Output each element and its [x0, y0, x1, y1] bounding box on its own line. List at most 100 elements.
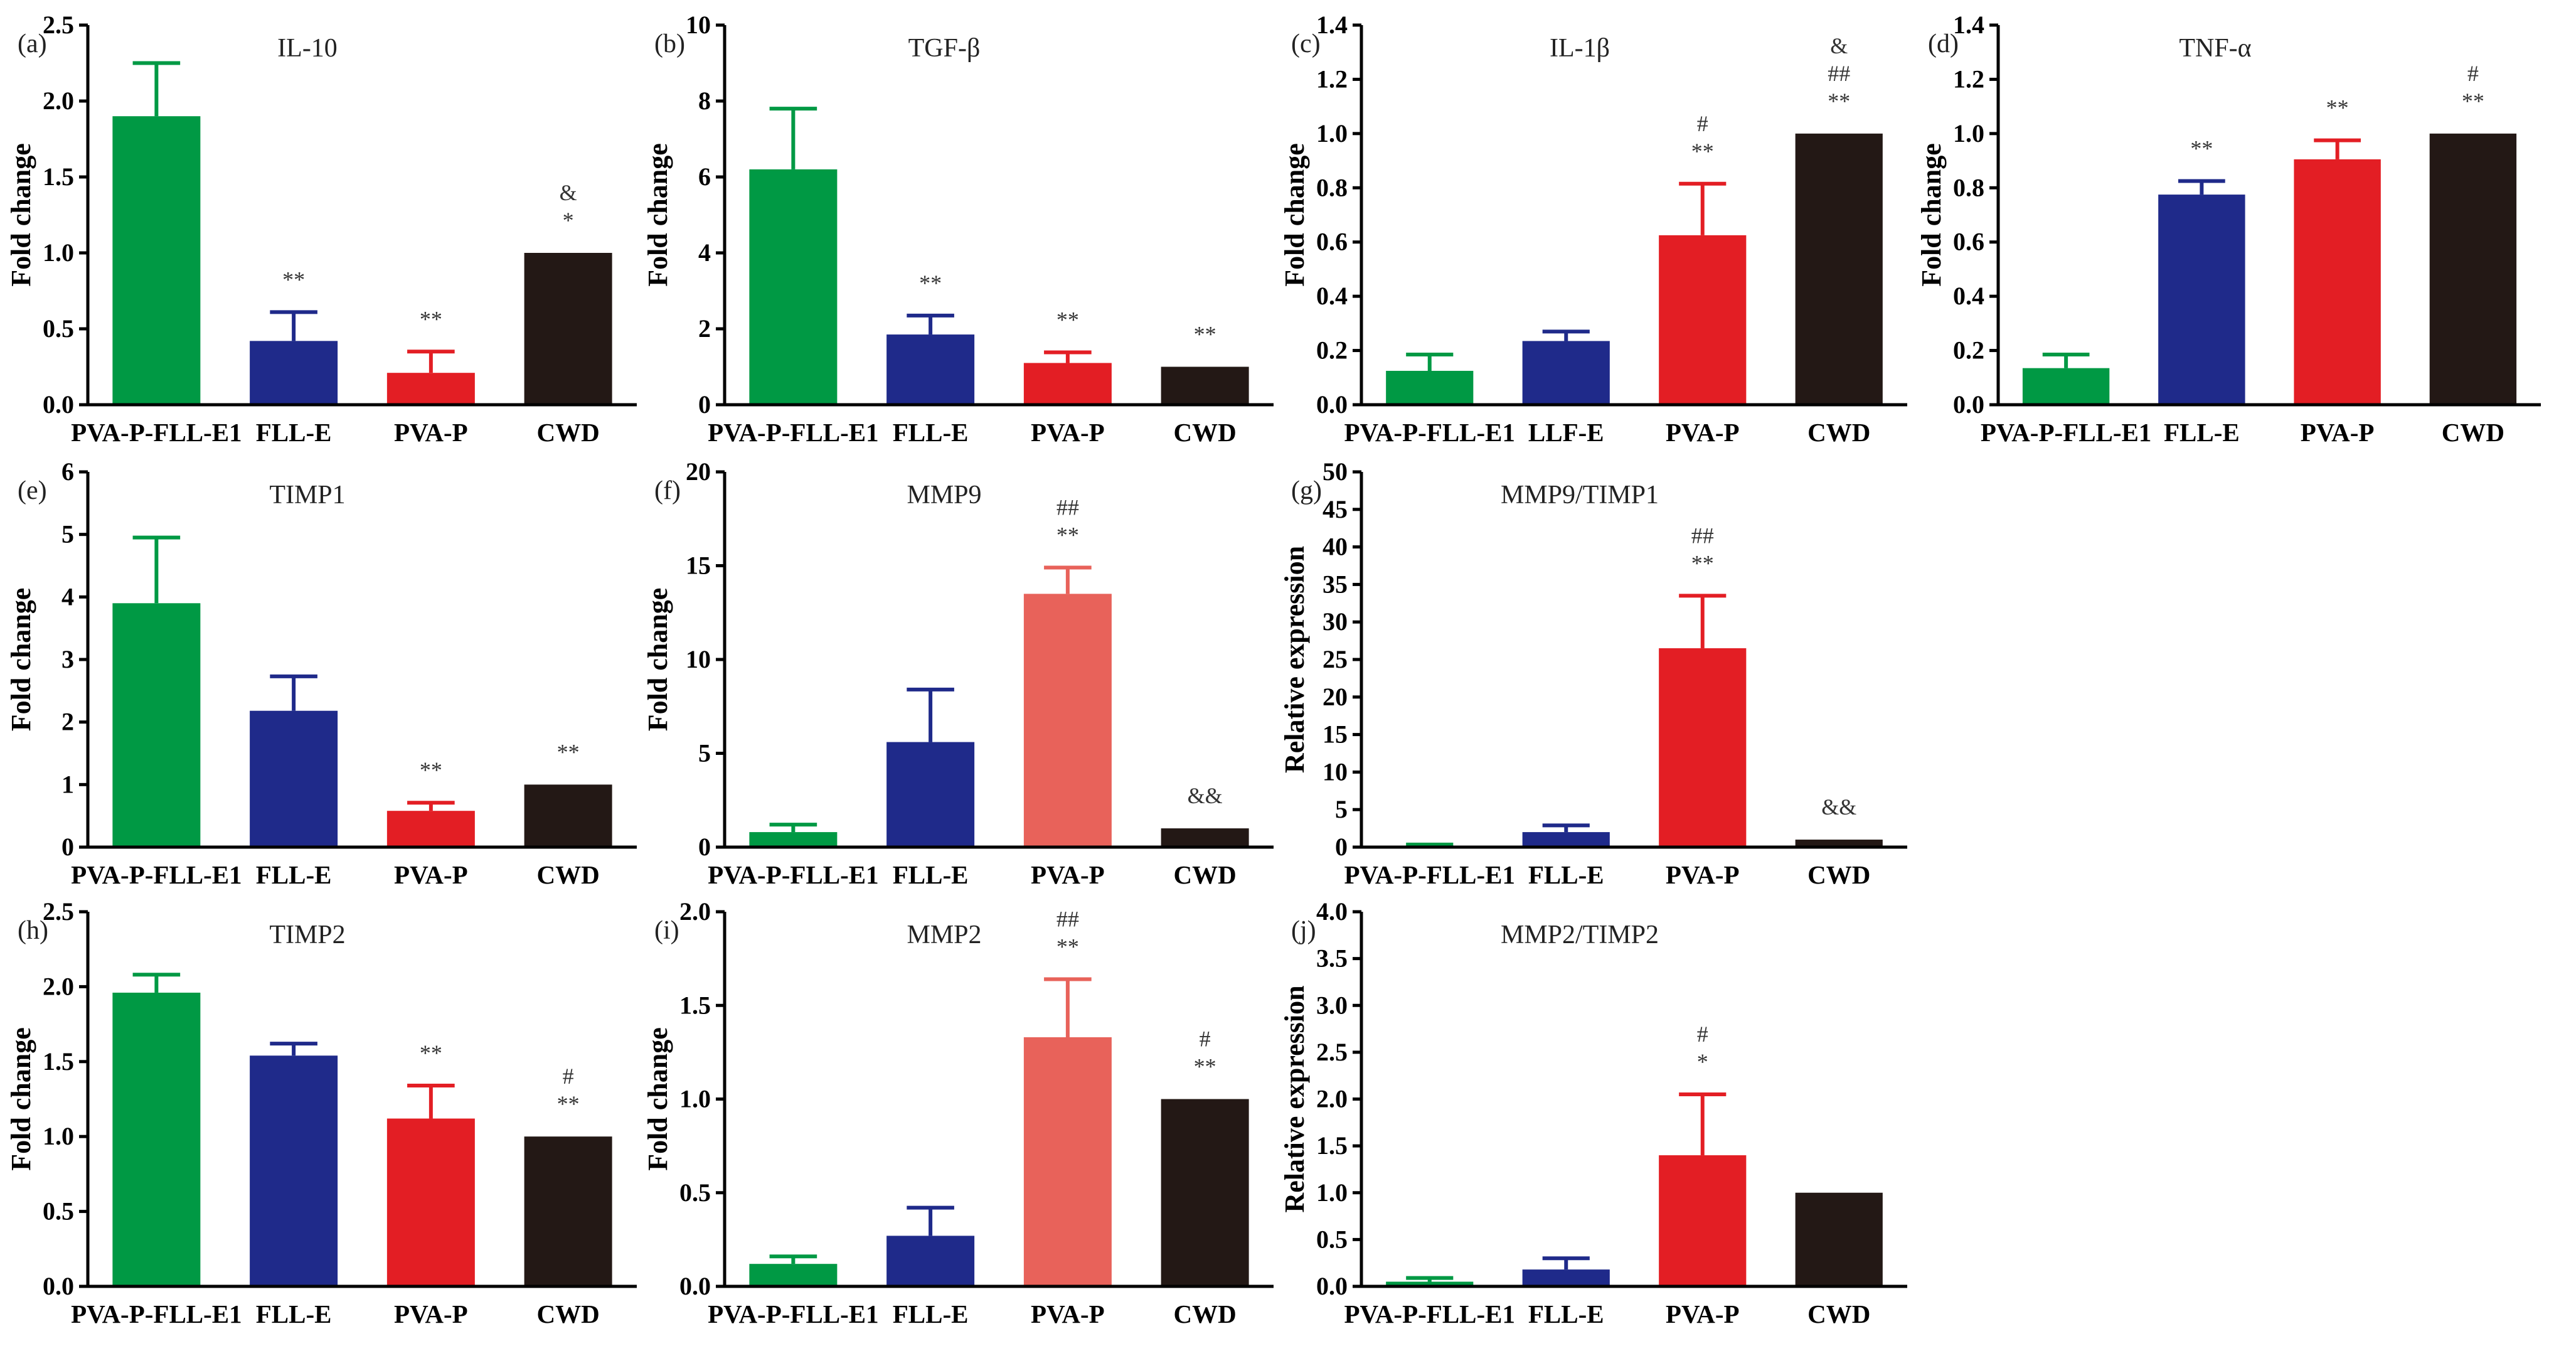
chart-title: MMP9/TIMP1: [1501, 481, 1659, 510]
error-bar: [907, 1205, 954, 1236]
error-bar: [407, 1084, 455, 1119]
significance-mark: **: [1691, 550, 1714, 575]
panel-letter: (g): [1291, 476, 1322, 505]
y-tick-label: 1: [61, 770, 74, 798]
y-tick-label: 1.5: [43, 1047, 74, 1076]
significance-mark: **: [1194, 322, 1216, 347]
bar: [250, 710, 338, 847]
y-tick-label: 3: [61, 645, 74, 673]
error-bar: [270, 310, 317, 341]
y-tick-label: 0: [1335, 833, 1348, 861]
significance-mark: **: [1056, 522, 1079, 547]
panel-9: (i) MMP2 Fold change 0.0 0.5 1.0 1.5 2.0 PVA-P-F…: [642, 897, 1274, 1328]
bar: [386, 811, 475, 847]
significance-mark: ##: [1056, 494, 1079, 520]
x-tick-label: FLL-E: [256, 1300, 332, 1328]
y-tick-label: 2.0: [679, 897, 711, 926]
y-tick-label: 15: [1323, 720, 1348, 749]
error-bar: [1679, 594, 1727, 649]
error-bar: [270, 1042, 317, 1056]
x-tick-label: PVA-P-FLL-E1: [71, 860, 242, 889]
y-tick-label: 25: [1323, 645, 1348, 673]
y-tick-label: 8: [698, 87, 711, 115]
bar: [1386, 1281, 1474, 1286]
y-tick-label: 10: [686, 11, 711, 39]
x-tick-label: FLL-E: [893, 1300, 969, 1328]
significance-mark: **: [1691, 139, 1714, 164]
error-bar: [132, 973, 181, 993]
y-tick-label: 5: [698, 739, 711, 767]
error-bar: [907, 313, 954, 335]
y-tick-label: 2.0: [1316, 1085, 1348, 1113]
bar: [524, 1136, 612, 1286]
error-bar: [1044, 565, 1092, 594]
x-tick-label: PVA-P-FLL-E1: [1981, 418, 2152, 447]
bar: [749, 1264, 838, 1286]
bar: [886, 742, 975, 847]
bar: [1023, 1037, 1112, 1286]
x-tick-label: FLL-E: [256, 418, 332, 447]
x-tick-label: CWD: [1174, 1300, 1237, 1328]
bar: [749, 832, 838, 847]
error-bar: [132, 61, 181, 117]
y-tick-label: 1.0: [679, 1085, 711, 1113]
panel-2: (b) TGF-β Fold change 0 2 4 6 8 10 PVA-P-FLL-E1 FL…: [642, 11, 1274, 447]
error-bar: [1679, 181, 1727, 235]
y-tick-label: 6: [698, 163, 711, 191]
bar: [1161, 1099, 1249, 1286]
x-tick-label: CWD: [1807, 860, 1870, 889]
bar: [250, 341, 338, 405]
x-tick-label: PVA-P-FLL-E1: [1344, 1300, 1515, 1328]
error-bar: [1044, 977, 1092, 1037]
bar: [1659, 648, 1747, 847]
y-tick-label: 4: [61, 582, 74, 611]
error-bar: [132, 535, 181, 604]
error-bar: [1542, 1256, 1590, 1270]
error-bar: [907, 687, 954, 742]
y-tick-label: 1.5: [43, 163, 74, 191]
y-tick-label: 4: [698, 238, 711, 267]
significance-mark: *: [1697, 1049, 1708, 1074]
x-tick-label: PVA-P-FLL-E1: [71, 1300, 242, 1328]
significance-mark: &: [560, 180, 577, 205]
bar: [1161, 366, 1249, 405]
x-tick-label: PVA-P-FLL-E1: [1344, 418, 1515, 447]
y-tick-label: 0.5: [43, 314, 74, 343]
bar: [886, 1236, 975, 1286]
bar: [1023, 594, 1112, 847]
error-bar: [1406, 842, 1454, 846]
y-tick-label: 40: [1323, 533, 1348, 561]
chart-title: MMP2/TIMP2: [1501, 921, 1659, 949]
significance-mark: &&: [1188, 783, 1223, 808]
error-bar: [1542, 329, 1590, 341]
y-axis-label: Fold change: [6, 1027, 36, 1171]
y-tick-label: 0.0: [1953, 390, 1984, 419]
y-tick-label: 0.5: [679, 1178, 711, 1207]
y-tick-label: 30: [1323, 607, 1348, 636]
panel-letter: (a): [18, 29, 47, 58]
y-axis-label: Fold change: [1279, 143, 1310, 287]
panel-3: (c) IL-1β Fold change 0.0 0.2 0.4 0.6 0.8 1.0 1.2…: [1279, 11, 1907, 447]
y-tick-label: 10: [1323, 757, 1348, 786]
y-tick-label: 1.0: [1316, 1178, 1348, 1207]
y-tick-label: 35: [1323, 570, 1348, 598]
y-tick-label: 0.0: [679, 1272, 711, 1300]
panel-5: (e) TIMP1 Fold change 0 1 2 3 4 5 6 PVA-P-FLL-E1 FL…: [6, 457, 637, 889]
y-tick-label: 2.5: [1316, 1038, 1348, 1066]
x-tick-label: FLL-E: [2164, 418, 2240, 447]
y-tick-label: 6: [61, 457, 74, 486]
x-tick-label: PVA-P: [1666, 1300, 1740, 1328]
chart-title: IL-1β: [1550, 34, 1610, 63]
x-tick-label: CWD: [1807, 1300, 1870, 1328]
y-axis-label: Fold change: [6, 588, 36, 732]
x-tick-label: PVA-P: [394, 418, 468, 447]
y-tick-label: 3.0: [1316, 991, 1348, 1019]
y-tick-label: 0.2: [1316, 336, 1348, 365]
y-axis-label: Relative expression: [1279, 985, 1310, 1212]
x-tick-label: PVA-P: [1666, 418, 1740, 447]
significance-mark: ##: [1056, 906, 1079, 931]
chart-title: IL-10: [277, 34, 338, 63]
significance-mark: **: [420, 1040, 442, 1065]
bar: [524, 784, 612, 847]
error-bar: [2314, 138, 2361, 159]
